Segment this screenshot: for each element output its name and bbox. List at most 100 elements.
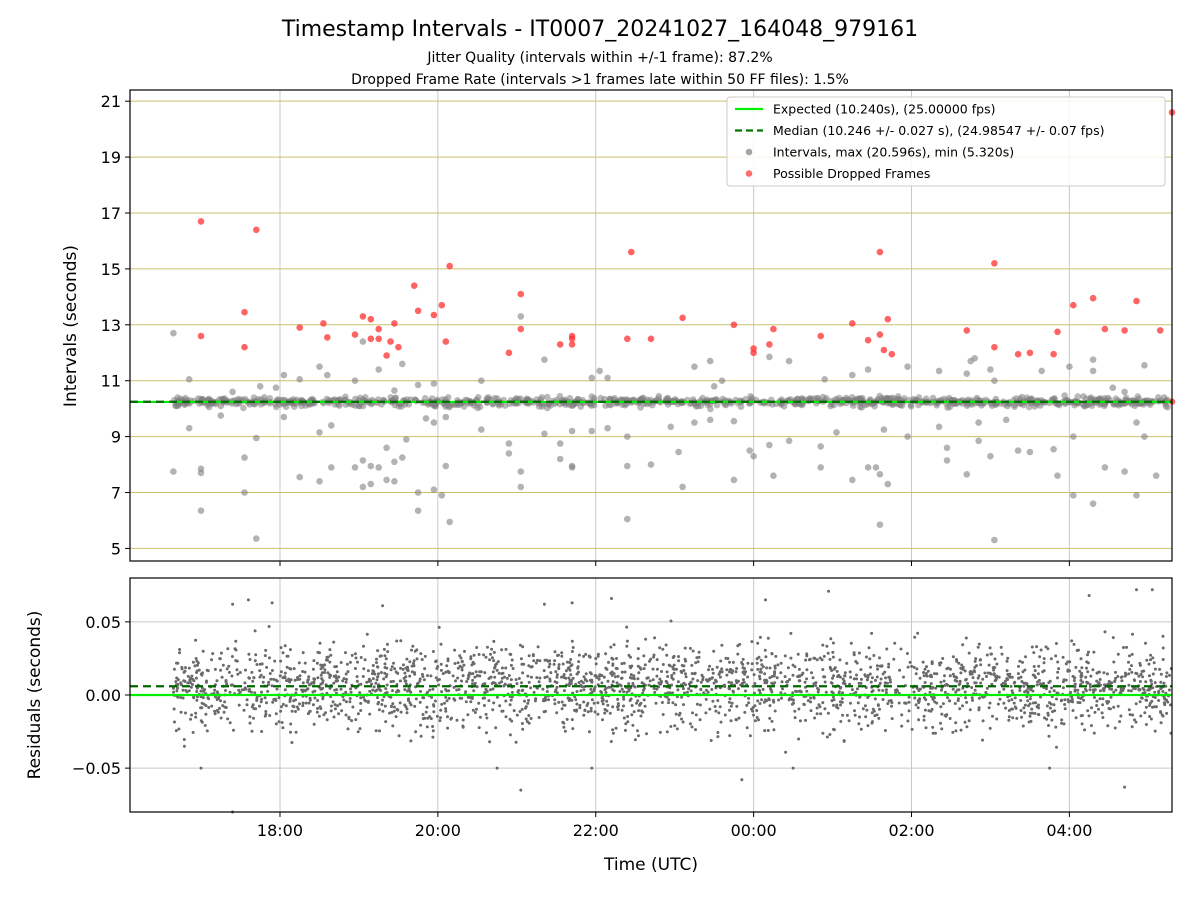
residual-point [1046,711,1050,715]
residual-point [582,713,586,717]
residual-point [267,680,271,684]
residual-point [828,657,832,661]
residual-point [186,681,190,685]
residual-point [961,643,965,647]
residual-point [1028,697,1032,701]
residual-point [496,660,500,664]
residual-point [1044,645,1048,649]
residual-point [643,663,647,667]
residual-point [567,666,571,670]
residual-point [439,668,443,672]
residual-point [916,706,920,710]
residual-point [332,681,336,685]
bottom-ytick-label-0: 0.05 [85,613,121,632]
residual-point [172,690,176,694]
residual-point [977,674,981,678]
interval-outlier-point [935,423,943,431]
residual-point [710,688,714,691]
residual-point [755,661,759,665]
residual-point [1153,681,1157,685]
residual-point [278,674,282,678]
residual-point [671,701,675,705]
residual-point [254,707,258,711]
residual-point [867,646,871,650]
residual-point [1162,695,1166,699]
residual-point [1167,688,1171,692]
residual-point [981,738,984,742]
residual-point [392,709,396,713]
residual-point [763,648,767,652]
residual-point [1137,688,1141,692]
residual-point [1028,702,1032,706]
residual-point [606,703,610,707]
residual-point [687,687,691,691]
residual-point [1034,701,1038,705]
residual-point [653,636,657,640]
residual-point [1087,714,1091,718]
residual-point [979,663,983,667]
residual-point [1023,690,1027,694]
residual-point [906,719,910,723]
residual-point [811,676,815,680]
residual-point [814,684,818,688]
residual-point [258,704,261,708]
residual-point [1021,670,1025,674]
interval-outlier-point [185,424,193,432]
interval-outlier-point [975,437,982,445]
residual-point [388,711,392,715]
residual-point [839,720,843,723]
residual-point [1144,698,1148,702]
interval-outlier-point [849,371,856,379]
residual-point [755,709,759,712]
residual-point [924,698,928,702]
residual-point [993,657,997,661]
residual-point [667,701,670,705]
residual-point [839,703,842,707]
residual-point [866,724,870,728]
residual-point [946,683,950,687]
residual-point [543,697,547,701]
residual-point [625,690,629,694]
residual-point [407,699,410,702]
residual-point [684,672,687,676]
residual-point [263,714,267,718]
residual-point [379,671,383,674]
residual-point [916,699,920,702]
residual-point [453,648,457,652]
residual-point [543,658,547,662]
residual-point [582,675,586,679]
residual-point [1161,646,1165,650]
residual-point [655,674,659,678]
residual-point [263,696,267,700]
residual-point [349,687,352,691]
residual-point [835,669,839,673]
residual-point [773,709,777,713]
residual-point [629,673,633,677]
residual-point [596,712,600,716]
residual-point [329,653,333,657]
residual-point [340,709,344,713]
residual-point [1054,654,1058,658]
residual-point [916,631,920,635]
residual-point [248,715,252,719]
interval-outlier-point [568,427,576,435]
residual-point [590,698,594,702]
residual-point [415,682,419,686]
residual-point [1073,685,1077,689]
residual-extreme-point [1048,766,1052,770]
residual-point [1131,632,1134,636]
residual-point [355,679,359,683]
residual-point [421,675,425,678]
residual-point [177,727,181,731]
residual-point [458,654,462,658]
residual-point [508,703,512,707]
residual-point [1050,686,1054,690]
residual-point [744,689,747,693]
residual-point [714,709,718,713]
interval-outlier-point [351,464,359,471]
residual-point [371,688,375,692]
residual-point [213,688,217,692]
residual-point [294,691,298,695]
residual-point [273,659,277,663]
residual-point [1113,680,1117,683]
